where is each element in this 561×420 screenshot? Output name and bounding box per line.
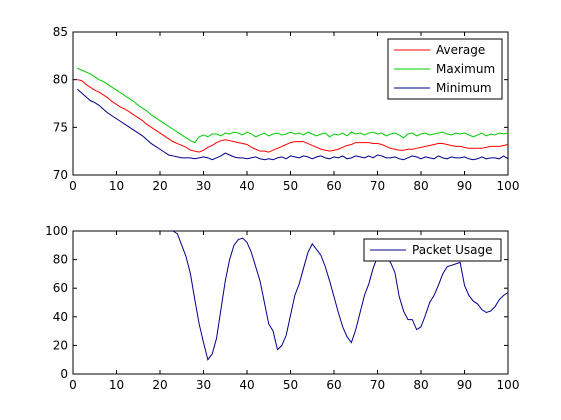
- y-tick-label: 80: [53, 73, 68, 87]
- top-chart: 0 10 20 30 40 50 60 70 80 90 100 70 75 80 85 Average Max…: [53, 25, 520, 193]
- legend-label: Minimum: [436, 81, 492, 95]
- y-tick-label: 85: [53, 25, 68, 39]
- y-tick-label: 80: [53, 253, 68, 267]
- x-tick-label: 20: [152, 378, 167, 392]
- x-tick-label: 70: [370, 378, 385, 392]
- x-tick-label: 90: [457, 179, 472, 193]
- series-line-packet-usage: [172, 230, 509, 361]
- x-tick-label: 80: [413, 179, 428, 193]
- x-tick-label: 80: [413, 378, 428, 392]
- y-tick-label: 75: [53, 120, 68, 134]
- bottom-chart: 0 10 20 30 40 50 60 70 80 90 100 0 20 40 60 80 100 Packet…: [45, 224, 519, 392]
- x-tick-label: 30: [196, 378, 211, 392]
- x-tick-label: 10: [109, 378, 124, 392]
- x-tick-label: 50: [283, 378, 298, 392]
- x-tick-label: 0: [69, 378, 77, 392]
- series-line-minimum: [77, 88, 509, 161]
- series-line-maximum: [77, 67, 509, 144]
- x-tick-label: 100: [497, 378, 520, 392]
- x-tick-label: 100: [497, 179, 520, 193]
- x-tick-label: 90: [457, 378, 472, 392]
- x-tick-label: 70: [370, 179, 385, 193]
- x-tick-label: 60: [326, 179, 341, 193]
- legend-label: Packet Usage: [412, 243, 492, 257]
- x-tick-label: 50: [283, 179, 298, 193]
- x-tick-label: 10: [109, 179, 124, 193]
- x-tick-label: 40: [239, 378, 254, 392]
- y-tick-label: 70: [53, 168, 68, 182]
- legend-label: Maximum: [436, 62, 495, 76]
- y-tick-label: 100: [45, 224, 68, 238]
- x-tick-label: 60: [326, 378, 341, 392]
- y-tick-label: 40: [53, 310, 68, 324]
- x-tick-label: 40: [239, 179, 254, 193]
- series-line-average: [77, 79, 509, 153]
- x-tick-label: 30: [196, 179, 211, 193]
- y-tick-label: 0: [60, 367, 68, 381]
- legend-box: [363, 238, 502, 262]
- x-tick-label: 20: [152, 179, 167, 193]
- x-tick-label: 0: [69, 179, 77, 193]
- y-tick-label: 60: [53, 281, 68, 295]
- legend-label: Average: [436, 43, 485, 57]
- y-tick-label: 20: [53, 338, 68, 352]
